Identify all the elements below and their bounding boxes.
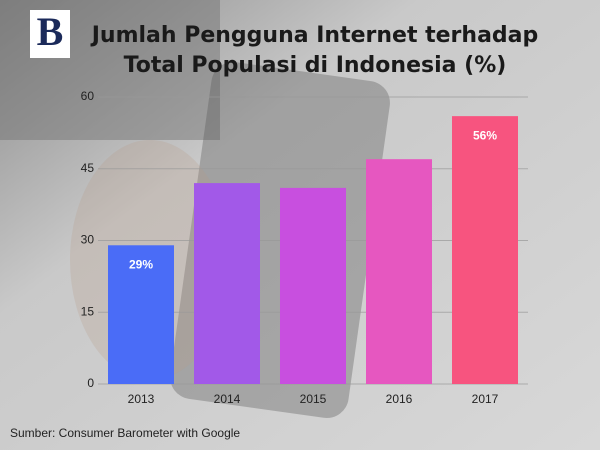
chart-title: Jumlah Pengguna Internet terhadap (90, 23, 539, 48)
bar (366, 159, 432, 384)
bar (194, 183, 260, 384)
y-tick-label: 15 (81, 304, 95, 318)
x-tick-label: 2016 (386, 392, 413, 406)
bar (452, 116, 518, 384)
source-note: Sumber: Consumer Barometer with Google (10, 426, 240, 440)
y-tick-label: 45 (81, 161, 95, 175)
x-tick-label: 2017 (472, 392, 499, 406)
chart-title: Total Populasi di Indonesia (%) (124, 53, 507, 78)
x-tick-label: 2014 (214, 392, 241, 406)
x-tick-label: 2015 (300, 392, 327, 406)
bar (280, 187, 346, 384)
logo-box (30, 10, 70, 58)
y-tick-label: 60 (81, 89, 95, 103)
bar (108, 245, 174, 384)
value-label: 29% (129, 257, 153, 271)
y-tick-label: 30 (81, 233, 95, 247)
logo: B (37, 9, 64, 54)
y-tick-label: 0 (87, 376, 94, 390)
x-tick-label: 2013 (128, 392, 155, 406)
value-label: 56% (473, 128, 497, 142)
